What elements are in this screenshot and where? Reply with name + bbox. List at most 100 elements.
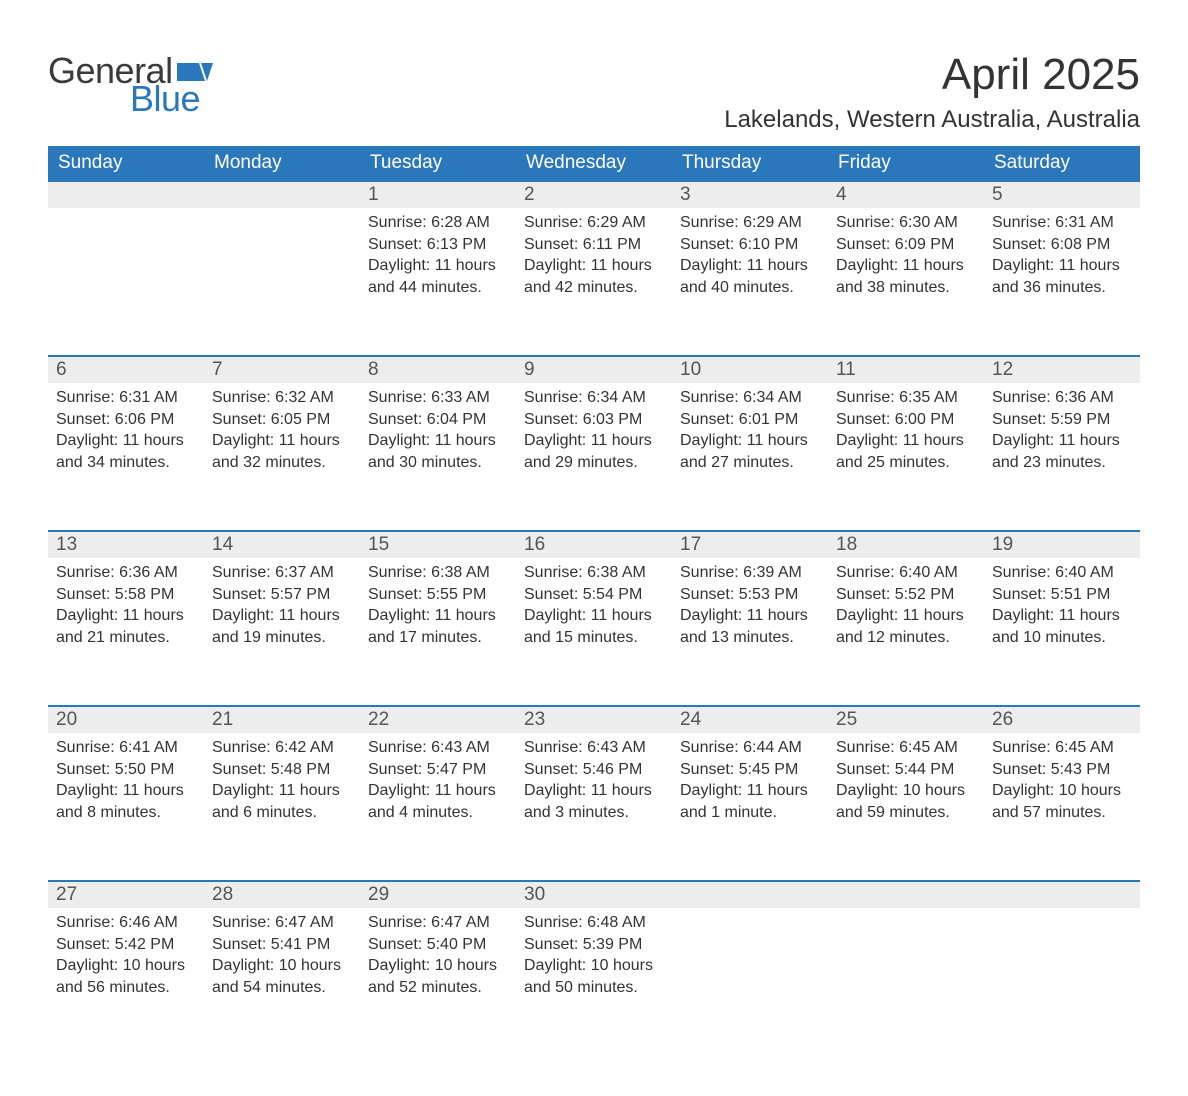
day-info: Sunrise: 6:33 AMSunset: 6:04 PMDaylight:… xyxy=(360,383,516,491)
day-cell: Sunrise: 6:34 AMSunset: 6:03 PMDaylight:… xyxy=(516,383,672,531)
day-number-cell: 1 xyxy=(360,181,516,208)
day-number xyxy=(204,182,360,186)
day-number-row: 12345 xyxy=(48,181,1140,208)
day-number: 5 xyxy=(984,182,1140,208)
calendar-page: General Blue April 2025 Lakelands, Weste… xyxy=(0,0,1188,1096)
day-number: 2 xyxy=(516,182,672,208)
day-number xyxy=(828,882,984,886)
day-number: 15 xyxy=(360,532,516,558)
daylight-text: Daylight: 11 hours and 4 minutes. xyxy=(368,780,508,823)
day-cell: Sunrise: 6:31 AMSunset: 6:06 PMDaylight:… xyxy=(48,383,204,531)
sunrise-text: Sunrise: 6:37 AM xyxy=(212,562,352,584)
day-info: Sunrise: 6:32 AMSunset: 6:05 PMDaylight:… xyxy=(204,383,360,491)
day-number-cell xyxy=(828,881,984,908)
daylight-text: Daylight: 11 hours and 32 minutes. xyxy=(212,430,352,473)
sunrise-text: Sunrise: 6:47 AM xyxy=(368,912,508,934)
day-cell: Sunrise: 6:42 AMSunset: 5:48 PMDaylight:… xyxy=(204,733,360,881)
day-info: Sunrise: 6:43 AMSunset: 5:47 PMDaylight:… xyxy=(360,733,516,841)
day-cell: Sunrise: 6:47 AMSunset: 5:41 PMDaylight:… xyxy=(204,908,360,1056)
sunrise-text: Sunrise: 6:33 AM xyxy=(368,387,508,409)
day-cell: Sunrise: 6:38 AMSunset: 5:54 PMDaylight:… xyxy=(516,558,672,706)
weekday-header: Thursday xyxy=(672,146,828,181)
day-info: Sunrise: 6:38 AMSunset: 5:55 PMDaylight:… xyxy=(360,558,516,666)
day-number: 19 xyxy=(984,532,1140,558)
day-info: Sunrise: 6:36 AMSunset: 5:59 PMDaylight:… xyxy=(984,383,1140,491)
day-info: Sunrise: 6:31 AMSunset: 6:06 PMDaylight:… xyxy=(48,383,204,491)
day-number: 9 xyxy=(516,357,672,383)
sunrise-text: Sunrise: 6:47 AM xyxy=(212,912,352,934)
sunset-text: Sunset: 5:53 PM xyxy=(680,584,820,606)
sunrise-text: Sunrise: 6:44 AM xyxy=(680,737,820,759)
day-info: Sunrise: 6:45 AMSunset: 5:44 PMDaylight:… xyxy=(828,733,984,841)
day-number: 29 xyxy=(360,882,516,908)
day-cell: Sunrise: 6:29 AMSunset: 6:10 PMDaylight:… xyxy=(672,208,828,356)
sunrise-text: Sunrise: 6:46 AM xyxy=(56,912,196,934)
weekday-header: Monday xyxy=(204,146,360,181)
weekday-header: Sunday xyxy=(48,146,204,181)
daylight-text: Daylight: 11 hours and 34 minutes. xyxy=(56,430,196,473)
day-number-row: 27282930 xyxy=(48,881,1140,908)
sunrise-text: Sunrise: 6:30 AM xyxy=(836,212,976,234)
weekday-header: Tuesday xyxy=(360,146,516,181)
day-info: Sunrise: 6:39 AMSunset: 5:53 PMDaylight:… xyxy=(672,558,828,666)
day-number-cell: 7 xyxy=(204,356,360,383)
sunset-text: Sunset: 5:55 PM xyxy=(368,584,508,606)
daylight-text: Daylight: 11 hours and 44 minutes. xyxy=(368,255,508,298)
sunset-text: Sunset: 6:09 PM xyxy=(836,234,976,256)
sunset-text: Sunset: 5:50 PM xyxy=(56,759,196,781)
day-number xyxy=(48,182,204,186)
day-cell xyxy=(984,908,1140,1056)
day-number: 26 xyxy=(984,707,1140,733)
sunset-text: Sunset: 5:44 PM xyxy=(836,759,976,781)
daylight-text: Daylight: 11 hours and 38 minutes. xyxy=(836,255,976,298)
sunrise-text: Sunrise: 6:34 AM xyxy=(680,387,820,409)
day-cell: Sunrise: 6:30 AMSunset: 6:09 PMDaylight:… xyxy=(828,208,984,356)
day-cell: Sunrise: 6:33 AMSunset: 6:04 PMDaylight:… xyxy=(360,383,516,531)
day-info: Sunrise: 6:45 AMSunset: 5:43 PMDaylight:… xyxy=(984,733,1140,841)
calendar-head: Sunday Monday Tuesday Wednesday Thursday… xyxy=(48,146,1140,181)
day-number-cell xyxy=(204,181,360,208)
day-cell: Sunrise: 6:29 AMSunset: 6:11 PMDaylight:… xyxy=(516,208,672,356)
daylight-text: Daylight: 11 hours and 12 minutes. xyxy=(836,605,976,648)
day-number: 18 xyxy=(828,532,984,558)
day-number-cell: 15 xyxy=(360,531,516,558)
title-block: April 2025 Lakelands, Western Australia,… xyxy=(724,50,1140,146)
sunset-text: Sunset: 6:01 PM xyxy=(680,409,820,431)
day-cell xyxy=(672,908,828,1056)
day-info: Sunrise: 6:41 AMSunset: 5:50 PMDaylight:… xyxy=(48,733,204,841)
daylight-text: Daylight: 10 hours and 59 minutes. xyxy=(836,780,976,823)
sunrise-text: Sunrise: 6:41 AM xyxy=(56,737,196,759)
day-info: Sunrise: 6:43 AMSunset: 5:46 PMDaylight:… xyxy=(516,733,672,841)
day-number-row: 13141516171819 xyxy=(48,531,1140,558)
day-info-row: Sunrise: 6:28 AMSunset: 6:13 PMDaylight:… xyxy=(48,208,1140,356)
sunset-text: Sunset: 5:52 PM xyxy=(836,584,976,606)
sunset-text: Sunset: 6:08 PM xyxy=(992,234,1132,256)
day-info: Sunrise: 6:28 AMSunset: 6:13 PMDaylight:… xyxy=(360,208,516,316)
sunset-text: Sunset: 5:59 PM xyxy=(992,409,1132,431)
sunrise-text: Sunrise: 6:32 AM xyxy=(212,387,352,409)
day-info: Sunrise: 6:29 AMSunset: 6:11 PMDaylight:… xyxy=(516,208,672,316)
sunset-text: Sunset: 5:54 PM xyxy=(524,584,664,606)
day-number-cell: 8 xyxy=(360,356,516,383)
day-number: 10 xyxy=(672,357,828,383)
sunrise-text: Sunrise: 6:36 AM xyxy=(56,562,196,584)
day-info: Sunrise: 6:31 AMSunset: 6:08 PMDaylight:… xyxy=(984,208,1140,316)
day-cell: Sunrise: 6:34 AMSunset: 6:01 PMDaylight:… xyxy=(672,383,828,531)
daylight-text: Daylight: 10 hours and 57 minutes. xyxy=(992,780,1132,823)
daylight-text: Daylight: 11 hours and 21 minutes. xyxy=(56,605,196,648)
day-number-row: 20212223242526 xyxy=(48,706,1140,733)
sunrise-text: Sunrise: 6:40 AM xyxy=(992,562,1132,584)
sunrise-text: Sunrise: 6:43 AM xyxy=(368,737,508,759)
day-number: 22 xyxy=(360,707,516,733)
sunrise-text: Sunrise: 6:39 AM xyxy=(680,562,820,584)
daylight-text: Daylight: 11 hours and 27 minutes. xyxy=(680,430,820,473)
daylight-text: Daylight: 11 hours and 23 minutes. xyxy=(992,430,1132,473)
day-number xyxy=(984,882,1140,886)
day-number-cell: 12 xyxy=(984,356,1140,383)
day-number-row: 6789101112 xyxy=(48,356,1140,383)
day-number: 4 xyxy=(828,182,984,208)
calendar-table: Sunday Monday Tuesday Wednesday Thursday… xyxy=(48,146,1140,1056)
day-number-cell: 4 xyxy=(828,181,984,208)
day-number-cell: 19 xyxy=(984,531,1140,558)
day-number-cell: 16 xyxy=(516,531,672,558)
